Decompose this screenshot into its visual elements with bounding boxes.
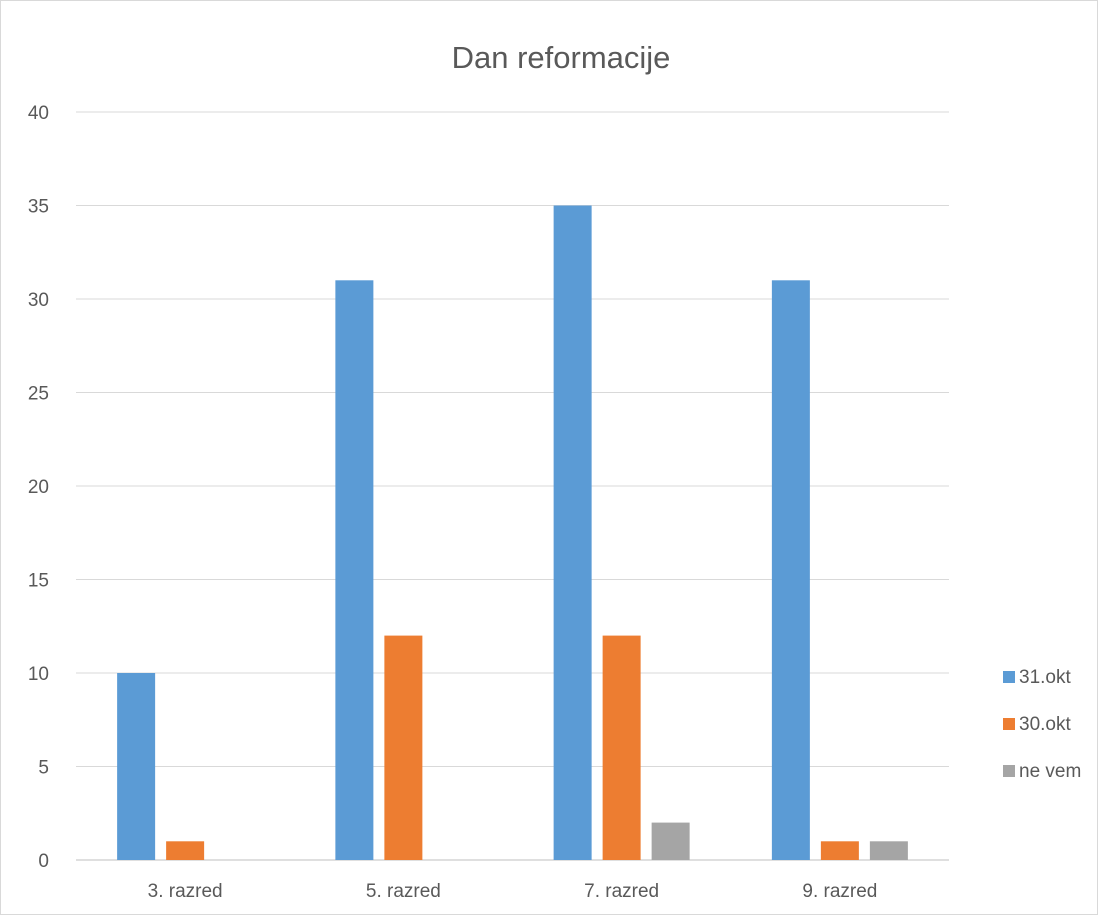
legend-item: ne vem (1003, 761, 1081, 782)
x-tick-label: 3. razred (148, 881, 223, 902)
bar-31-okt (117, 673, 156, 860)
legend-label: 30.okt (1019, 714, 1071, 735)
y-tick-label: 5 (38, 758, 49, 779)
y-tick-label: 20 (28, 477, 49, 498)
bars (117, 205, 908, 860)
bar-30-okt (166, 841, 205, 860)
x-axis-ticks: 3. razred 5. razred 7. razred 9. razred (148, 881, 878, 902)
bar-ne-vem (651, 822, 690, 860)
y-tick-label: 35 (28, 197, 49, 218)
bar-30-okt (384, 635, 423, 860)
y-tick-label: 30 (28, 290, 49, 311)
y-tick-label: 0 (38, 851, 49, 872)
bar-31-okt (553, 205, 592, 860)
bar-31-okt (335, 280, 374, 860)
legend-label: 31.okt (1019, 667, 1071, 688)
y-tick-label: 25 (28, 384, 49, 405)
bar-31-okt (771, 280, 810, 860)
legend-swatch (1003, 718, 1015, 730)
legend-item: 31.okt (1003, 667, 1071, 688)
x-tick-label: 5. razred (366, 881, 441, 902)
x-tick-label: 9. razred (802, 881, 877, 902)
y-tick-label: 40 (28, 103, 49, 124)
legend-item: 30.okt (1003, 714, 1071, 735)
legend-swatch (1003, 765, 1015, 777)
bar-30-okt (820, 841, 859, 860)
y-tick-label: 15 (28, 571, 49, 592)
y-axis-ticks: 0 5 10 15 20 25 30 35 40 (28, 103, 49, 872)
legend-swatch (1003, 671, 1015, 683)
legend-label: ne vem (1019, 761, 1081, 782)
legend: 31.okt 30.okt ne vem (1003, 667, 1081, 782)
gridlines (76, 111, 949, 861)
x-tick-label: 7. razred (584, 881, 659, 902)
y-tick-label: 10 (28, 664, 49, 685)
bar-ne-vem (869, 841, 908, 860)
bar-30-okt (602, 635, 641, 860)
chart-title: Dan reformacije (452, 40, 671, 75)
